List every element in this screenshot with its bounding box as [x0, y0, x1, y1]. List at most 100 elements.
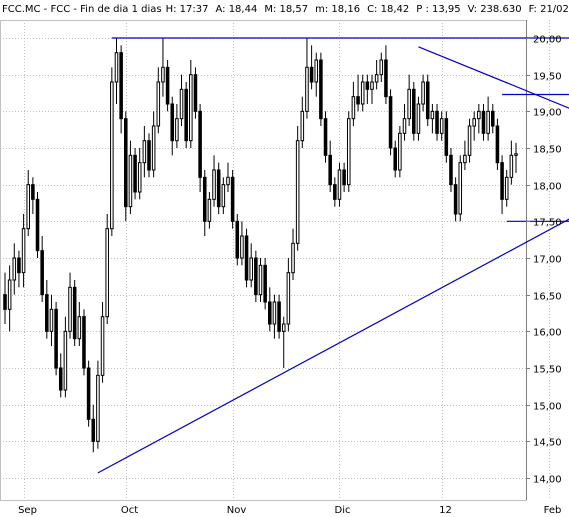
candle-body-down [309, 66, 314, 83]
candle [49, 294, 54, 346]
candle [230, 170, 235, 229]
candle-body-down [495, 125, 500, 164]
header-item-6: V: 238.630 [468, 4, 522, 15]
candle [86, 360, 91, 427]
y-tick-label: 16,00 [533, 328, 562, 339]
candle-body-down [244, 235, 249, 281]
candle [291, 228, 295, 280]
candle-layer [3, 38, 518, 453]
candle [356, 74, 360, 112]
candle [490, 104, 495, 134]
candle-body-up [360, 81, 365, 105]
candle-body-up [49, 308, 54, 332]
candle-body-up [179, 88, 184, 120]
candle [17, 250, 21, 288]
candle [161, 38, 165, 97]
candle [272, 294, 277, 339]
candle [105, 214, 109, 324]
candle-body-up [114, 52, 119, 83]
candle-body-down [184, 88, 188, 142]
candle [463, 140, 467, 170]
chart-header: FCC.MC - FCC - Fin de dia 1 dias H: 17:3… [2, 4, 569, 15]
candle-body-down [268, 301, 272, 325]
candle [7, 265, 12, 332]
candle-body-up [189, 74, 193, 142]
trendline [418, 46, 569, 109]
candle-body-down [323, 118, 328, 156]
candle [263, 258, 267, 310]
candle-body-up [110, 81, 114, 230]
candle [486, 96, 490, 141]
candle [165, 60, 170, 112]
candle-body-down [449, 154, 453, 186]
candle [77, 302, 82, 346]
candle-body-down [86, 367, 91, 420]
candle-body-down [91, 418, 96, 442]
candle [31, 177, 35, 214]
candle-body-up [161, 66, 165, 83]
candle-body-down [216, 169, 221, 208]
candle [472, 111, 476, 141]
header-item-5: P : 13,95 [416, 4, 460, 15]
candle [481, 104, 486, 141]
candle-body-up [226, 176, 230, 186]
candle [337, 162, 342, 207]
candle [514, 142, 518, 173]
candle [398, 126, 402, 178]
candle-body-down [72, 286, 77, 340]
candle-body-up [379, 59, 384, 76]
candle [202, 170, 207, 236]
candle-body-down [490, 110, 495, 127]
candle [384, 45, 388, 104]
y-tick-label: 14,00 [533, 475, 562, 486]
x-tick-label: Oct [121, 505, 138, 516]
y-tick-label: 15,50 [533, 365, 562, 376]
candle [435, 104, 439, 141]
candle-body-down [31, 184, 35, 200]
candle-body-down [119, 52, 123, 120]
candle [35, 192, 40, 258]
candle-body-down [40, 250, 44, 296]
candle-body-down [435, 110, 439, 134]
candle [286, 258, 291, 332]
header-item-7: F: 21/02/2012 [529, 4, 569, 15]
candle [156, 67, 161, 134]
y-axis: 14,00 14,50 15,00 15,50 16,00 16,50 17,00 17,50… [526, 35, 562, 486]
y-tick-label: 17,00 [533, 255, 562, 266]
candle-body-up [430, 110, 435, 120]
candle-body-down [453, 184, 458, 215]
candle-body-down [328, 154, 332, 186]
candle [226, 162, 230, 192]
y-tick-label: 17,50 [533, 218, 562, 229]
candle-body-down [147, 140, 151, 171]
candle-body-down [333, 184, 337, 200]
candle [370, 74, 374, 104]
candle-body-up [295, 140, 300, 244]
candle-body-up [207, 198, 212, 222]
candle-body-up [240, 235, 244, 259]
candle-body-up [281, 323, 286, 332]
candle-body-up [12, 257, 17, 281]
candle-body-down [388, 96, 393, 149]
candle-body-up [439, 118, 444, 134]
candle-body-down [254, 257, 258, 296]
candle-body-down [444, 118, 449, 156]
candle [407, 74, 411, 126]
candle-body-down [500, 162, 504, 200]
trendline-layer [97, 37, 569, 474]
candle [221, 177, 226, 214]
candle [110, 67, 114, 236]
candle [425, 74, 430, 126]
candle [254, 250, 258, 302]
candle-body-down [82, 316, 86, 369]
x-tick-label: Feb [544, 505, 562, 516]
candle [147, 133, 151, 178]
candle-body-down [235, 220, 240, 259]
candle-body-down [165, 66, 170, 105]
candle-body-up [175, 118, 179, 142]
candle [374, 60, 379, 90]
y-tick-label: 16,50 [533, 292, 562, 303]
candle [212, 155, 216, 207]
candle-body-up [291, 242, 295, 274]
candle-body-up [286, 272, 291, 325]
